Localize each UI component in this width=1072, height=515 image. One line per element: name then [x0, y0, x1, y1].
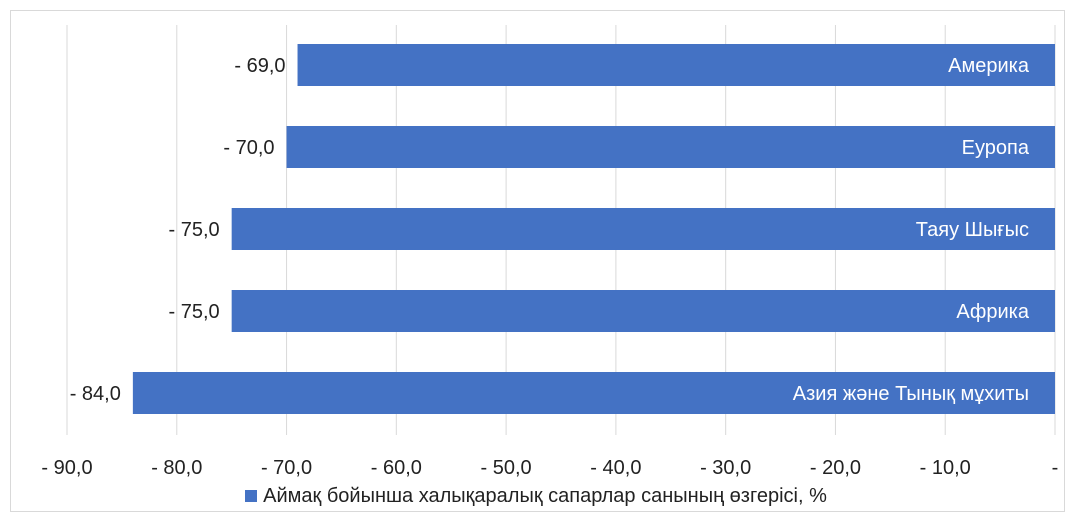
chart-frame	[10, 10, 1065, 512]
legend-label: Аймақ бойынша халықаралық сапарлар санын…	[263, 484, 827, 507]
data-label: - 84,0	[70, 383, 121, 405]
x-tick-label: - 70,0	[261, 457, 312, 479]
bar	[132, 372, 1055, 414]
category-label: Африка	[956, 301, 1030, 323]
bar-chart: - 90,0 - 80,0 - 70,0 - 60,0 - 50,0 - 40,0 - 30…	[41, 25, 1059, 479]
x-tick-label: - 60,0	[371, 457, 422, 479]
category-label: Таяу Шығыс	[916, 219, 1029, 241]
category-label: Еуропа	[962, 137, 1030, 159]
category-label: Азия және Тынық мұхиты	[793, 383, 1029, 405]
bar	[297, 44, 1055, 86]
data-label: - 70,0	[223, 137, 274, 159]
bar	[231, 290, 1055, 332]
x-tick-label: - 50,0	[481, 457, 532, 479]
x-tick-label: -	[1052, 457, 1059, 479]
data-label: - 75,0	[169, 219, 220, 241]
x-tick-label: - 80,0	[151, 457, 202, 479]
x-tick-label: - 90,0	[41, 457, 92, 479]
x-tick-label: - 20,0	[810, 457, 861, 479]
legend: Аймақ бойынша халықаралық сапарлар санын…	[0, 485, 1072, 507]
data-label: - 75,0	[169, 301, 220, 323]
bar	[231, 208, 1055, 250]
x-tick-label: - 40,0	[590, 457, 641, 479]
bar	[286, 126, 1055, 168]
legend-swatch	[245, 490, 258, 502]
category-label: Америка	[948, 55, 1030, 77]
x-tick-label: - 30,0	[700, 457, 751, 479]
x-tick-label: - 10,0	[920, 457, 971, 479]
data-label: - 69,0	[234, 55, 285, 77]
